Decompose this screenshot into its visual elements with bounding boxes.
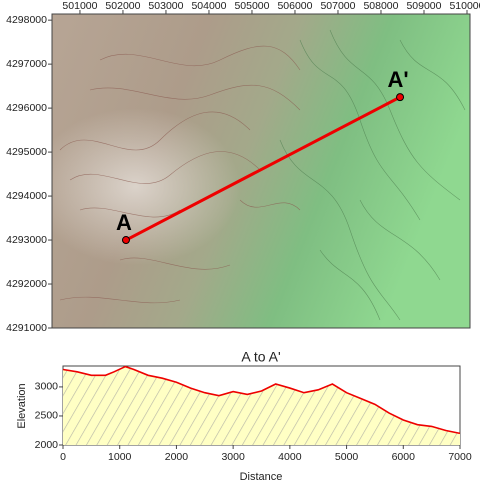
y-tick-label: 3000 [35,381,59,393]
x-tick-label: 503000 [148,0,183,12]
x-tick-label: 504000 [191,0,226,12]
x-tick-label: 510000 [449,0,480,12]
y-tick-label: 4293000 [6,234,47,246]
x-tick-label: 0 [60,451,66,463]
x-tick-label: 6000 [392,451,416,463]
profile-area [63,366,460,445]
y-axis-label: Elevation [16,383,28,428]
x-tick-label: 4000 [278,451,302,463]
x-axis-label: Distance [240,471,283,483]
profile-line [62,365,461,435]
y-tick-label: 4298000 [6,14,47,26]
point [396,93,405,102]
x-tick-label: 7000 [448,451,472,463]
x-tick-label: 509000 [406,0,441,12]
point-label: A [116,210,132,235]
x-tick-label: 2000 [165,451,189,463]
y-tick-label: 2500 [35,410,59,422]
y-tick-label: 4297000 [6,58,47,70]
x-tick-label: 1000 [108,451,132,463]
x-tick-label: 508000 [363,0,398,12]
y-tick-label: 4296000 [6,102,47,114]
y-tick-label: 4291000 [6,322,47,334]
profile-title: A to A' [241,349,280,365]
x-tick-label: 501000 [62,0,97,12]
y-tick-label: 4294000 [6,190,47,202]
y-tick-label: 4295000 [6,146,47,158]
x-tick-label: 502000 [105,0,140,12]
y-tick-label: 2000 [35,439,59,451]
point [121,236,130,245]
x-tick-label: 505000 [234,0,269,12]
x-tick-label: 507000 [320,0,355,12]
x-tick-label: 506000 [277,0,312,12]
section-line [125,95,401,242]
x-tick-label: 3000 [221,451,245,463]
point-label: A' [387,67,408,92]
y-tick-label: 4292000 [6,278,47,290]
x-tick-label: 5000 [335,451,359,463]
map-frame [51,13,471,329]
